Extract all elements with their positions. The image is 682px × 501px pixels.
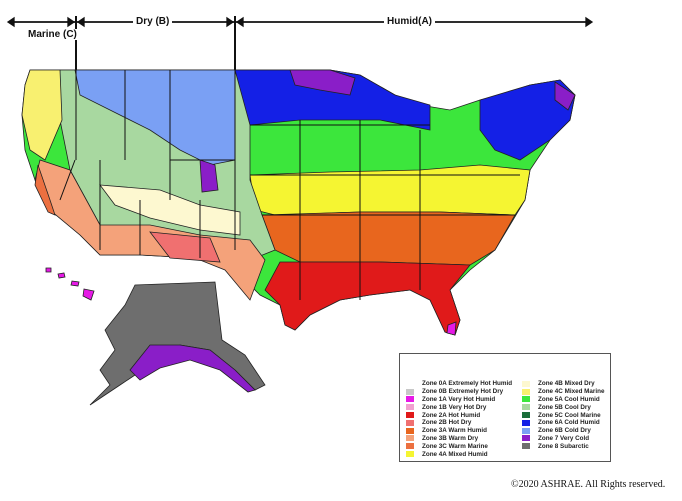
legend-item: Zone 3B Warm Dry <box>406 435 512 443</box>
legend-swatch <box>406 451 414 458</box>
legend-label: Zone 2A Hot Humid <box>422 411 481 419</box>
legend-item: Zone 5C Cool Marine <box>522 411 604 419</box>
legend-label: Zone 3A Warm Humid <box>422 427 487 435</box>
legend-item: Zone 1B Very Hot Dry <box>406 403 512 411</box>
legend-label: Zone 6A Cold Humid <box>538 419 600 427</box>
legend-label: Zone 2B Hot Dry <box>422 419 472 427</box>
legend-label: Zone 3C Warm Marine <box>422 442 488 450</box>
legend-label: Zone 4A Mixed Humid <box>422 450 488 458</box>
legend-swatch <box>522 435 530 442</box>
legend-item: Zone 0A Extremely Hot Humid <box>406 380 512 388</box>
humid-label: Humid(A) <box>384 16 435 27</box>
legend-item: Zone 5B Cool Dry <box>522 403 604 411</box>
legend-label: Zone 0A Extremely Hot Humid <box>422 380 513 388</box>
legend-swatch <box>522 419 530 426</box>
legend-swatch <box>522 443 530 450</box>
state-borders <box>59 70 520 300</box>
legend-label: Zone 4B Mixed Dry <box>538 380 595 388</box>
legend-item: Zone 6B Cold Dry <box>522 427 604 435</box>
legend-swatch <box>522 388 530 395</box>
legend-item: Zone 8 Subarctic <box>522 442 604 450</box>
zone-regions <box>21 69 576 406</box>
legend-swatch <box>406 419 414 426</box>
legend-label: Zone 7 Very Cold <box>538 434 590 442</box>
legend-swatch <box>522 396 530 403</box>
legend-swatch <box>406 404 414 411</box>
legend-swatch <box>522 380 530 387</box>
legend: Zone 0A Extremely Hot Humid Zone 0B Extre… <box>399 353 611 462</box>
legend-label: Zone 3B Warm Dry <box>422 434 479 442</box>
legend-swatch <box>406 427 414 434</box>
legend-label: Zone 5B Cool Dry <box>538 403 591 411</box>
legend-swatch <box>522 427 530 434</box>
legend-label: Zone 4C Mixed Marine <box>538 388 605 396</box>
legend-label: Zone 5A Cool Humid <box>538 395 600 403</box>
legend-item: Zone 0B Extremely Hot Dry <box>406 388 512 396</box>
legend-swatch <box>406 396 414 403</box>
legend-swatch <box>406 388 414 395</box>
legend-item: Zone 6A Cold Humid <box>522 419 604 427</box>
legend-item: Zone 2B Hot Dry <box>406 419 512 427</box>
legend-item: Zone 4A Mixed Humid <box>406 450 512 458</box>
legend-label: Zone 1B Very Hot Dry <box>422 403 487 411</box>
legend-item: Zone 5A Cool Humid <box>522 396 604 404</box>
legend-label: Zone 5C Cool Marine <box>538 411 601 419</box>
legend-item: Zone 3C Warm Marine <box>406 442 512 450</box>
legend-swatch <box>406 443 414 450</box>
legend-label: Zone 8 Subarctic <box>538 442 589 450</box>
legend-item: Zone 3A Warm Humid <box>406 427 512 435</box>
legend-swatch <box>406 412 414 419</box>
legend-label: Zone 1A Very Hot Humid <box>422 395 496 403</box>
legend-item: Zone 7 Very Cold <box>522 435 604 443</box>
legend-item: Zone 4B Mixed Dry <box>522 380 604 388</box>
legend-swatch <box>522 412 530 419</box>
legend-swatch <box>522 404 530 411</box>
legend-label: Zone 6B Cold Dry <box>538 427 591 435</box>
dry-label: Dry (B) <box>133 16 173 27</box>
marine-label: Marine (C) <box>25 29 80 40</box>
copyright: ©2020 ASHRAE. All Rights reserved. <box>511 479 666 490</box>
legend-item: Zone 4C Mixed Marine <box>522 388 604 396</box>
legend-item: Zone 2A Hot Humid <box>406 411 512 419</box>
legend-item: Zone 1A Very Hot Humid <box>406 396 512 404</box>
legend-swatch <box>406 435 414 442</box>
legend-label: Zone 0B Extremely Hot Dry <box>422 388 504 396</box>
legend-swatch <box>406 380 414 387</box>
